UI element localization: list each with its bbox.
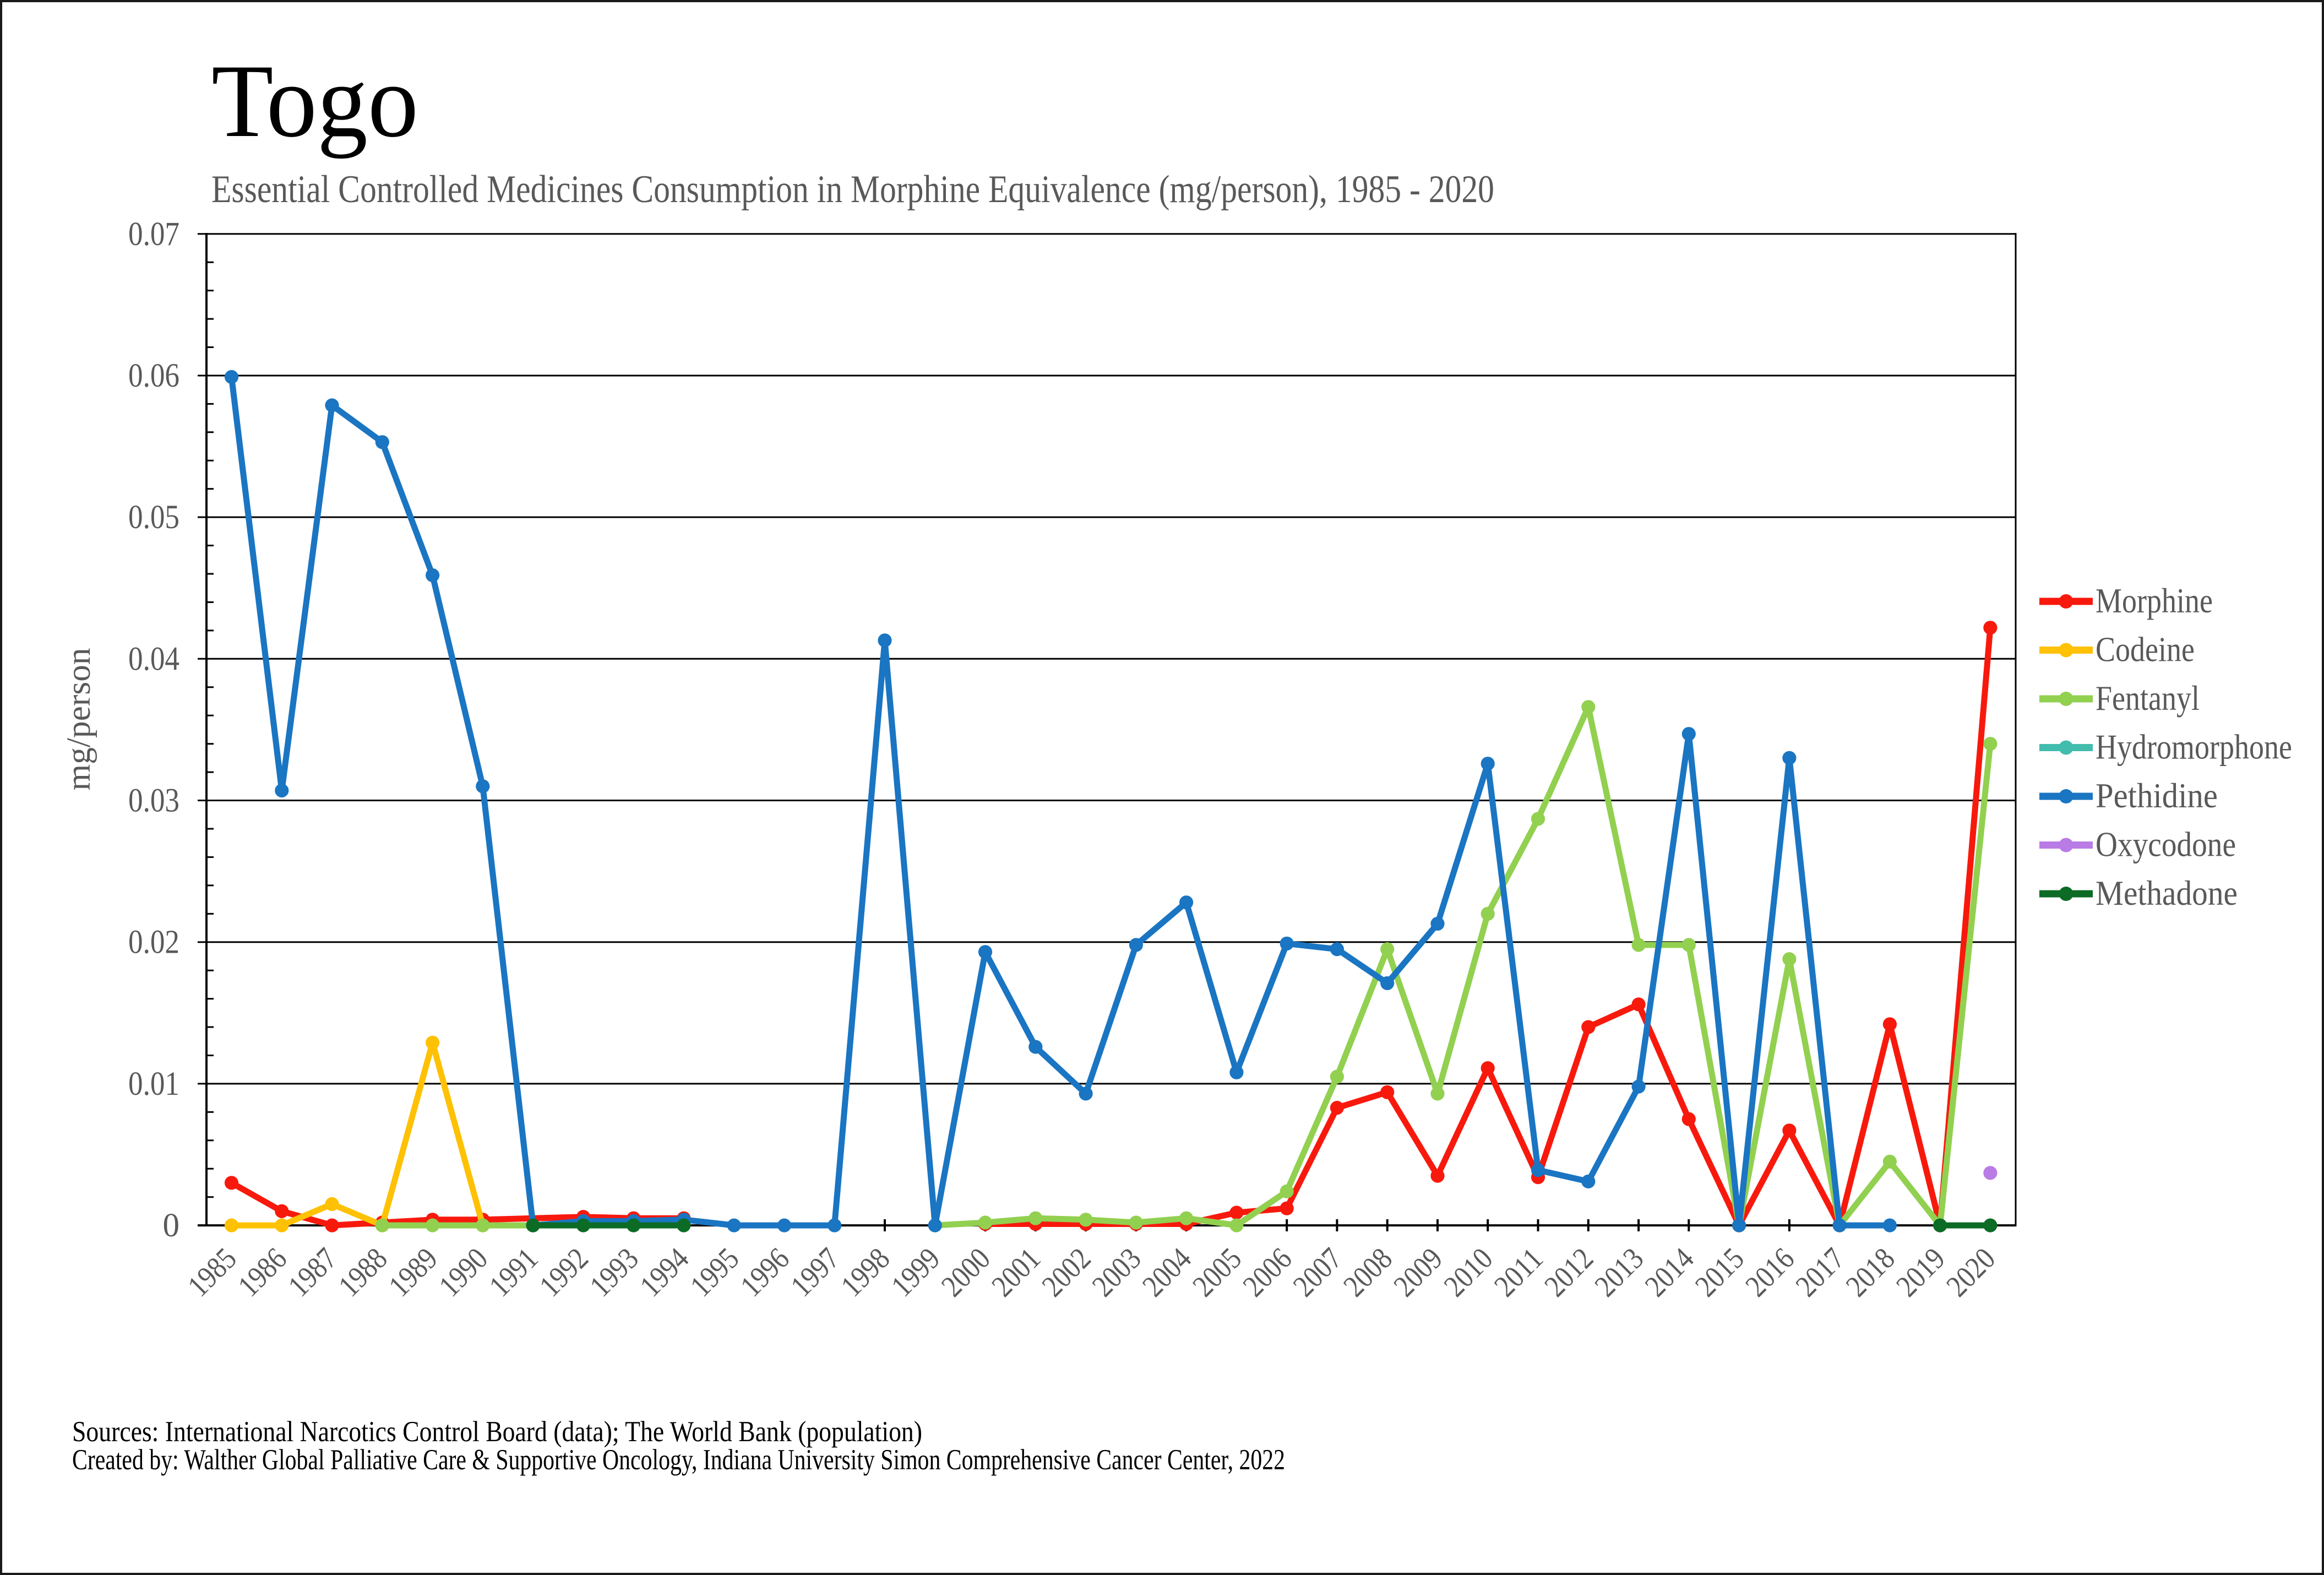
svg-text:0.04: 0.04 [128,640,179,677]
svg-text:Essential Controlled Medicines: Essential Controlled Medicines Consumpti… [211,168,1494,211]
svg-text:Togo: Togo [211,44,418,159]
svg-text:0.01: 0.01 [128,1066,179,1102]
svg-text:0.03: 0.03 [128,783,179,819]
svg-text:0.07: 0.07 [128,216,179,253]
svg-text:0.02: 0.02 [128,924,179,961]
svg-text:0.05: 0.05 [128,499,179,536]
svg-text:Oxycodone: Oxycodone [2096,825,2236,864]
svg-text:Pethidine: Pethidine [2096,776,2218,815]
svg-text:Methadone: Methadone [2096,874,2238,913]
svg-text:Fentanyl: Fentanyl [2096,679,2200,718]
svg-text:Codeine: Codeine [2096,631,2195,669]
svg-text:0: 0 [163,1207,180,1244]
svg-text:Sources: International Narcoti: Sources: International Narcotics Control… [72,1416,922,1448]
svg-text:0.06: 0.06 [128,357,179,394]
svg-text:Hydromorphone: Hydromorphone [2096,728,2292,767]
svg-text:Morphine: Morphine [2096,582,2213,620]
svg-text:Created by: Walther Global Pal: Created by: Walther Global Palliative Ca… [72,1444,1285,1476]
svg-text:mg/person: mg/person [61,648,97,791]
